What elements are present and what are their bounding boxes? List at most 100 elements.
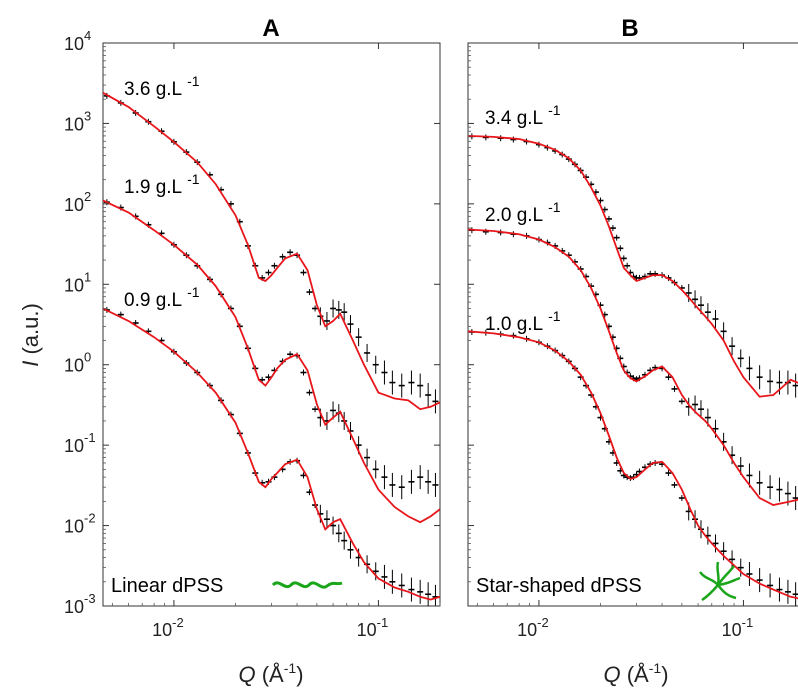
panel-a-series-1-points [103, 92, 439, 414]
data-point [417, 579, 424, 604]
data-point [312, 305, 319, 312]
panel-b-concentration-labels: 3.4 g.L -1 2.0 g.L -1 1.0 g.L -1 [485, 102, 561, 335]
data-point [425, 582, 432, 606]
panel-b-plot-area [468, 133, 798, 606]
data-point [776, 577, 783, 602]
x-axis-label-a: Q (Å-1) [238, 660, 303, 687]
concentration-label: 0.9 g.L -1 [124, 284, 200, 311]
concentration-label: 1.0 g.L -1 [485, 308, 561, 335]
x-tick-label: 10-2 [152, 615, 184, 640]
panel-b-series-2-fit-line [468, 228, 798, 506]
data-point [756, 365, 763, 390]
data-point [620, 255, 627, 262]
data-point [323, 510, 330, 529]
panel-a-series-2-points [103, 199, 439, 500]
panel-a: A 3.6 g.L -1 1.9 g.L -1 0.9 g.L -1 Linear dPS… [102, 15, 441, 607]
panel-b-legend-text: Star-shaped dPSS [476, 575, 642, 597]
y-axis-label: I (a.u.) [18, 303, 43, 367]
data-point [381, 360, 388, 385]
data-point [624, 262, 631, 269]
data-point [287, 249, 294, 256]
data-point [408, 577, 415, 602]
data-point [665, 470, 672, 477]
data-point [287, 351, 294, 358]
concentration-label: 3.6 g.L -1 [124, 73, 200, 100]
data-point [306, 389, 313, 396]
x-axis-ticks: 10-2 10-1 10-2 10-1 [111, 43, 754, 640]
data-point [720, 322, 727, 341]
panel-a-frame [102, 42, 441, 607]
data-point [355, 328, 362, 347]
data-point [372, 562, 379, 581]
data-point [398, 475, 405, 500]
data-point [617, 245, 624, 252]
data-point [678, 398, 685, 405]
data-point [776, 477, 783, 502]
data-point [389, 569, 396, 594]
star-polymer-icon [699, 561, 741, 602]
data-point [685, 283, 692, 302]
y-tick-label: 10-2 [64, 511, 96, 537]
data-point [613, 234, 620, 241]
data-point [265, 269, 272, 276]
data-point [381, 465, 388, 490]
panel-a-legend: Linear dPSS [111, 575, 343, 597]
svg-text:I (a.u.): I (a.u.) [18, 303, 43, 367]
panel-b-series-3-points [468, 329, 798, 606]
y-tick-label: 10-1 [64, 430, 96, 456]
y-tick-label: 102 [64, 189, 91, 215]
y-tick-label: 103 [64, 108, 91, 134]
panel-a-legend-text: Linear dPSS [111, 575, 223, 597]
data-point [323, 311, 330, 330]
data-point [671, 481, 678, 488]
data-point [712, 534, 719, 553]
data-point [756, 568, 763, 593]
data-point [425, 469, 432, 494]
panel-b-series-1-points [468, 133, 798, 398]
data-point [767, 369, 774, 394]
data-point [720, 542, 727, 561]
data-point [330, 401, 337, 420]
data-point [300, 369, 307, 376]
panel-a-plot-area [103, 92, 440, 606]
data-point [432, 389, 439, 414]
data-point [678, 495, 685, 502]
y-tick-label: 100 [64, 350, 91, 376]
data-point [381, 564, 388, 589]
data-point [417, 373, 424, 398]
data-point [746, 561, 753, 586]
concentration-label: 2.0 g.L -1 [485, 199, 561, 226]
x-tick-label: 10-2 [517, 615, 549, 640]
panel-a-series-1-fit-line [103, 92, 440, 411]
data-point [729, 550, 736, 569]
data-point [737, 558, 744, 577]
y-tick-label: 104 [64, 28, 91, 54]
data-point [671, 385, 678, 392]
data-point [697, 400, 704, 419]
data-point [784, 579, 791, 604]
data-point [398, 573, 405, 598]
wavy-line-icon [271, 581, 343, 589]
data-point [609, 225, 616, 232]
data-point [330, 299, 337, 318]
concentration-label: 1.9 g.L -1 [124, 171, 200, 198]
data-point [665, 374, 672, 381]
data-point [341, 531, 348, 550]
data-point [364, 448, 371, 467]
data-point [408, 469, 415, 494]
y-axis-ticks: 104 103 102 101 100 10-1 10-2 10-3 [64, 28, 474, 617]
panel-b-legend: Star-shaped dPSS [476, 561, 741, 602]
data-point [306, 289, 313, 296]
svg-text:Q (Å-1): Q (Å-1) [603, 660, 668, 687]
data-point [712, 310, 719, 329]
data-point [792, 486, 798, 511]
data-point [432, 472, 439, 497]
svg-text:Q (Å-1): Q (Å-1) [238, 660, 303, 687]
data-point [767, 573, 774, 598]
x-tick-label: 10-1 [357, 615, 389, 640]
x-tick-label: 10-1 [722, 615, 754, 640]
x-axis-label-b: Q (Å-1) [603, 660, 668, 687]
data-point [737, 349, 744, 368]
panel-b: B 3.4 g.L -1 2.0 g.L -1 1.0 g.L -1 Star-shape… [467, 15, 798, 607]
